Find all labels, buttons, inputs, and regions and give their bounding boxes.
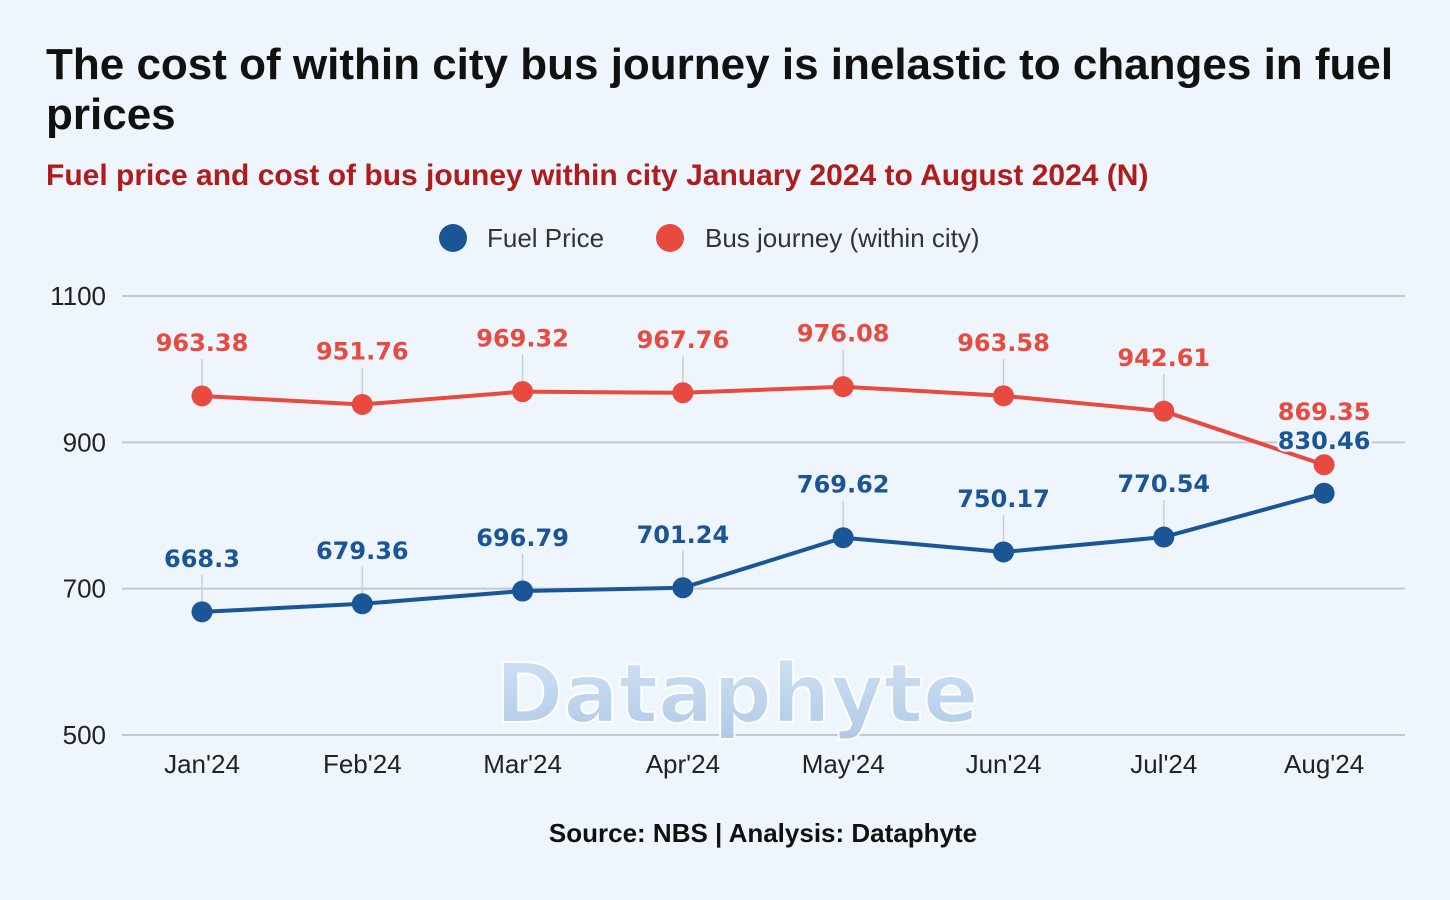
source-note: Source: NBS | Analysis: Dataphyte (548, 818, 978, 848)
x-tick-label: Aug'24 (1284, 749, 1364, 779)
legend-marker (439, 224, 467, 252)
data-point (512, 381, 534, 403)
series-line (201, 384, 1325, 467)
data-label: 969.32 (476, 325, 569, 353)
x-tick-label: Jun'24 (966, 749, 1042, 779)
label-leader-lines (201, 349, 1165, 602)
data-point (1153, 526, 1175, 548)
series-line (201, 491, 1325, 614)
legend-label: Fuel Price (487, 223, 604, 253)
gridlines (122, 295, 1405, 736)
data-label: 769.62 (797, 471, 890, 499)
y-tick-label: 900 (63, 427, 106, 457)
data-point (351, 593, 373, 615)
data-label: 963.38 (156, 329, 249, 357)
data-point (993, 385, 1014, 407)
data-label: 951.76 (316, 337, 409, 365)
data-point (1153, 400, 1175, 422)
data-point (832, 376, 854, 398)
data-point (672, 577, 694, 599)
data-label: 967.76 (637, 326, 730, 354)
x-tick-label: Apr'24 (646, 749, 720, 779)
x-tick-label: Feb'24 (323, 749, 402, 779)
data-point (993, 541, 1014, 563)
series-layer (191, 376, 1335, 623)
y-tick-label: 1100 (50, 281, 106, 311)
legend-marker (656, 224, 684, 252)
y-tick-label: 700 (63, 574, 106, 604)
data-label: 701.24 (637, 521, 730, 549)
data-point (191, 601, 213, 623)
x-tick-label: Jan'24 (164, 749, 240, 779)
data-label: 770.54 (1117, 470, 1210, 498)
x-tick-label: May'24 (802, 749, 885, 779)
legend-label: Bus journey (within city) (705, 223, 980, 253)
data-point (1313, 482, 1335, 504)
data-labels: 668.3 679.36 696.79 701.24 769.62 750.17 770.5… (153, 317, 1373, 575)
data-point (351, 393, 373, 415)
data-label: 696.79 (476, 524, 569, 552)
data-label: 869.35 (1278, 398, 1371, 426)
chart-subtitle: Fuel price and cost of bus jouney within… (46, 159, 1149, 192)
chart-title: The cost of within city bus journey is i… (46, 40, 1394, 139)
data-label: 679.36 (316, 537, 409, 565)
data-label: 750.17 (957, 485, 1050, 513)
data-label: 942.61 (1117, 344, 1210, 372)
watermark: Dataphyte (495, 647, 978, 742)
data-label: 963.58 (957, 329, 1050, 357)
data-label: 976.08 (797, 320, 890, 348)
data-point (832, 527, 854, 549)
x-tick-label: Jul'24 (1130, 749, 1197, 779)
y-axis-ticks: 500 700 900 1100 (50, 281, 106, 750)
x-axis-ticks: Jan'24 Feb'24 Mar'24 Apr'24 May'24 Jun'24 Jul'… (164, 749, 1364, 779)
data-label: 668.3 (164, 545, 240, 573)
chart-legend: Fuel Price Bus journey (within city) (439, 223, 980, 253)
data-point (512, 580, 534, 602)
data-point (1313, 454, 1335, 476)
data-point (672, 382, 694, 404)
y-tick-label: 500 (63, 720, 106, 750)
x-tick-label: Mar'24 (483, 749, 562, 779)
data-label: 830.46 (1278, 427, 1371, 455)
data-point (191, 385, 213, 407)
